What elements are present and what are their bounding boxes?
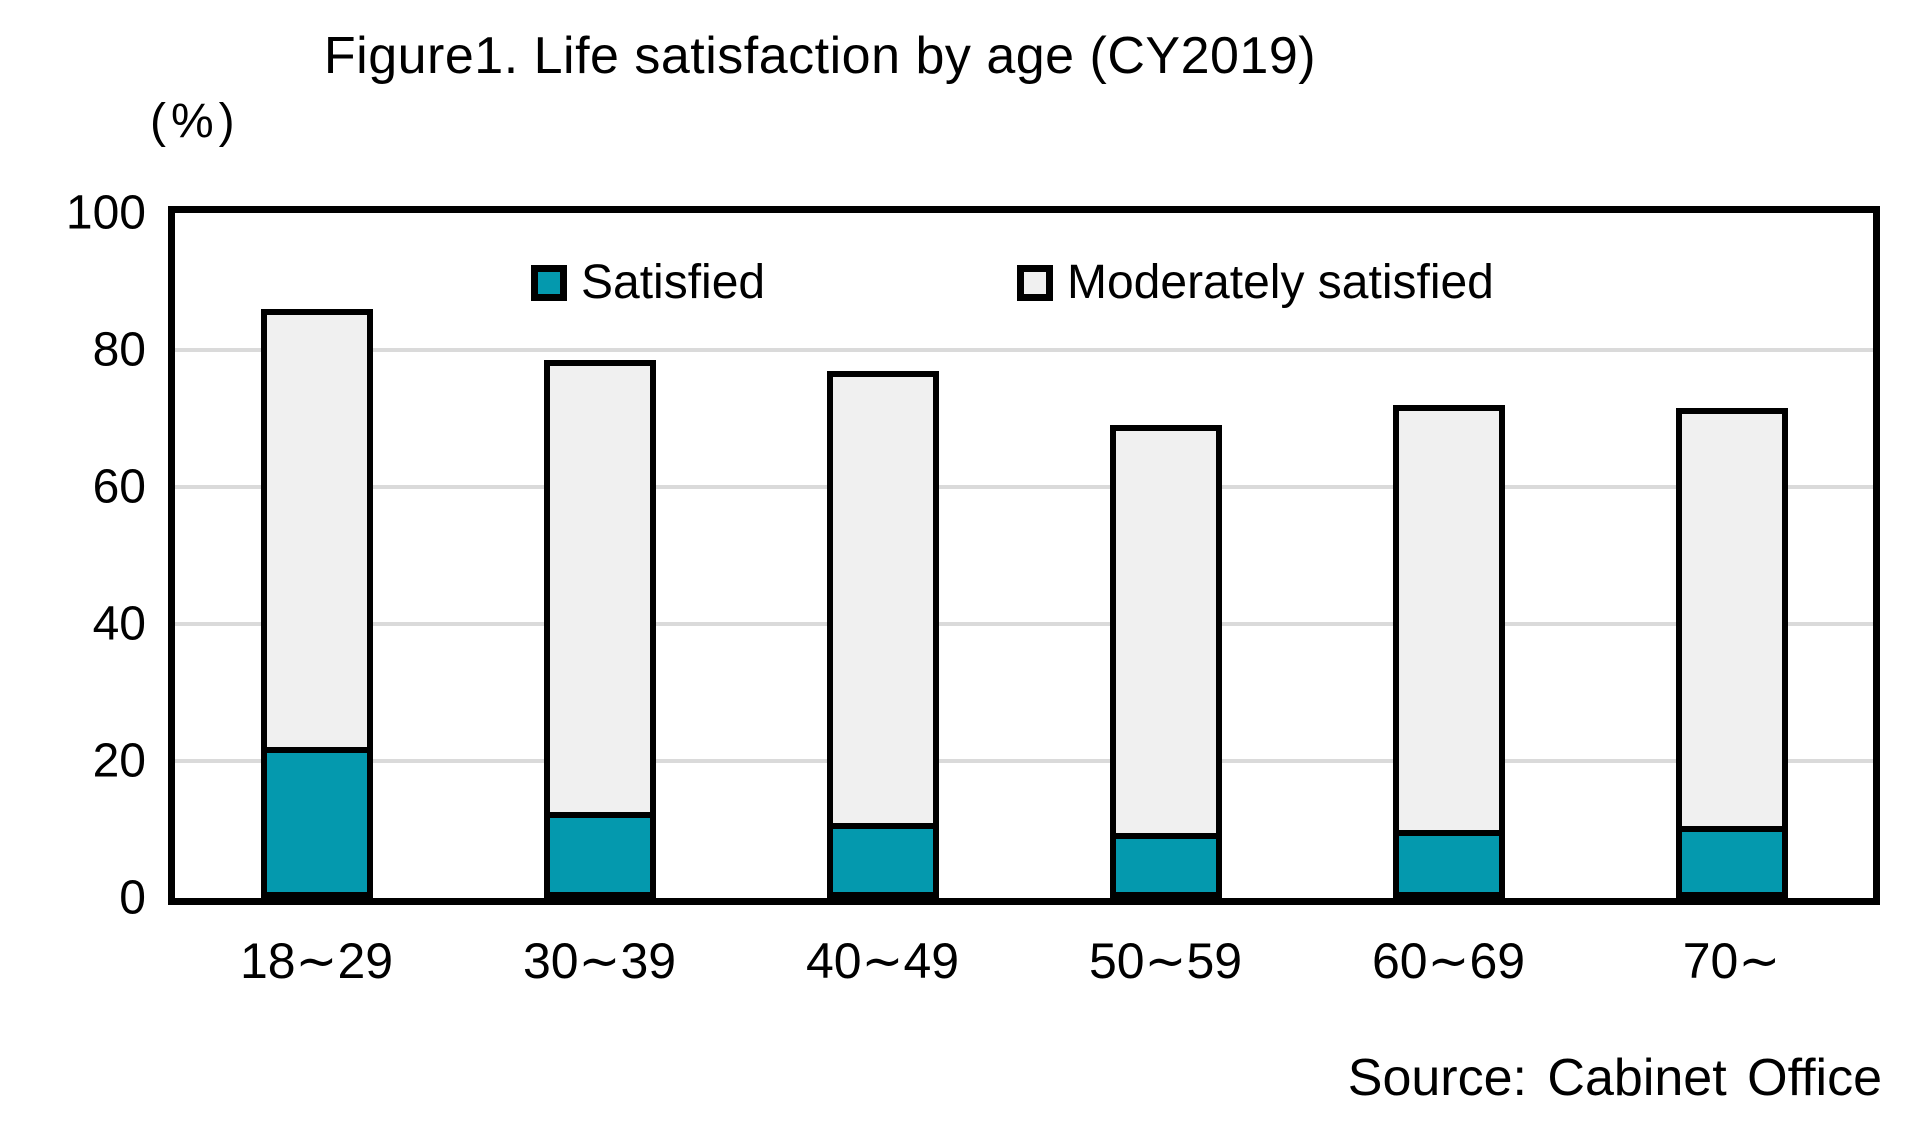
y-tick-label-20: 20 bbox=[92, 734, 146, 788]
legend-label-satisfied: Satisfied bbox=[581, 256, 766, 309]
legend: Satisfied Moderately satisfied bbox=[175, 255, 1873, 315]
plot-area: Satisfied Moderately satisfied bbox=[168, 206, 1880, 905]
y-tick-label-100: 100 bbox=[65, 186, 146, 240]
x-tick-label-60-69: 60∼69 bbox=[1371, 933, 1526, 989]
legend-label-moderately-satisfied: Moderately satisfied bbox=[1067, 256, 1494, 309]
y-tick-label-80: 80 bbox=[92, 323, 146, 377]
bar-segment-satisfied-18-29 bbox=[266, 747, 367, 892]
bar-70 bbox=[1675, 408, 1788, 898]
gridline-40 bbox=[175, 622, 1873, 626]
bar-slot-18-29 bbox=[175, 213, 458, 898]
bar-segment-satisfied-60-69 bbox=[1398, 829, 1499, 892]
legend-swatch-satisfied-icon bbox=[531, 264, 567, 301]
y-tick-label-60: 60 bbox=[92, 460, 146, 514]
bar-18-29 bbox=[260, 308, 373, 898]
x-tick-label-18-29: 18∼29 bbox=[239, 933, 394, 989]
bar-60-69 bbox=[1392, 404, 1505, 898]
bar-40-49 bbox=[826, 370, 939, 898]
bar-segment-satisfied-40-49 bbox=[832, 822, 933, 892]
y-tick-label-0: 0 bbox=[119, 871, 146, 925]
x-tick-label-50-59: 50∼59 bbox=[1088, 933, 1243, 989]
bar-slot-30-39 bbox=[458, 213, 741, 898]
bar-30-39 bbox=[543, 360, 656, 898]
bar-slot-50-59 bbox=[1024, 213, 1307, 898]
chart-title: Figure1. Life satisfaction by age (CY201… bbox=[323, 27, 1317, 85]
bar-segment-satisfied-30-39 bbox=[549, 812, 650, 892]
y-tick-label-40: 40 bbox=[92, 597, 146, 651]
gridline-80 bbox=[175, 348, 1873, 352]
gridline-60 bbox=[175, 485, 1873, 489]
bars-row bbox=[175, 213, 1873, 898]
x-tick-label-30-39: 30∼39 bbox=[522, 933, 677, 989]
bar-segment-satisfied-50-59 bbox=[1115, 832, 1216, 892]
bar-slot-40-49 bbox=[741, 213, 1024, 898]
y-axis-tick-labels: 0 20 40 60 80 100 bbox=[0, 187, 146, 925]
y-axis-unit-label: (%) bbox=[150, 95, 240, 148]
legend-item-satisfied: Satisfied bbox=[531, 255, 765, 310]
legend-item-moderately-satisfied: Moderately satisfied bbox=[1017, 255, 1494, 310]
legend-swatch-moderately-satisfied-icon bbox=[1017, 264, 1053, 301]
bar-slot-60-69 bbox=[1307, 213, 1590, 898]
source-note: Source: Cabinet Office bbox=[1347, 1049, 1882, 1107]
x-tick-label-40-49: 40∼49 bbox=[805, 933, 960, 989]
bar-50-59 bbox=[1109, 425, 1222, 898]
bar-segment-satisfied-70 bbox=[1681, 826, 1782, 892]
bar-slot-70 bbox=[1590, 213, 1873, 898]
x-tick-label-70: 70∼ bbox=[1682, 933, 1781, 989]
x-axis-tick-labels: 18∼29 30∼39 40∼49 50∼59 60∼69 70∼ bbox=[175, 932, 1873, 990]
gridline-20 bbox=[175, 759, 1873, 763]
